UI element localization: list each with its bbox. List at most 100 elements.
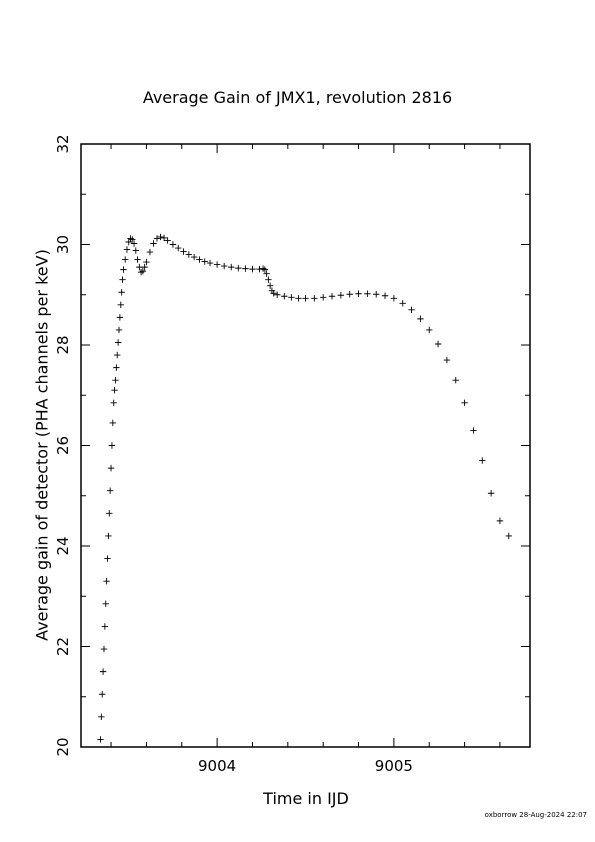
data-point bbox=[111, 387, 118, 394]
data-point bbox=[261, 266, 269, 273]
data-point bbox=[125, 238, 132, 246]
data-point bbox=[175, 244, 182, 252]
y-tick-label: 20 bbox=[54, 737, 72, 756]
plot-frame bbox=[80, 143, 531, 748]
data-point bbox=[270, 290, 277, 297]
data-point bbox=[417, 315, 424, 323]
data-point bbox=[408, 306, 415, 314]
data-point bbox=[364, 290, 371, 297]
data-point bbox=[196, 256, 203, 263]
data-point bbox=[487, 490, 495, 497]
data-point bbox=[311, 295, 318, 302]
data-point bbox=[115, 326, 123, 334]
y-tick-label: 26 bbox=[54, 436, 72, 455]
data-point bbox=[228, 263, 235, 271]
data-point bbox=[129, 236, 136, 243]
y-axis-label: Average gain of detector (PHA channels p… bbox=[32, 249, 52, 641]
data-point bbox=[249, 265, 256, 273]
data-point bbox=[346, 291, 353, 298]
data-point bbox=[153, 235, 161, 242]
data-point bbox=[319, 294, 327, 301]
data-point bbox=[119, 276, 126, 283]
data-point bbox=[242, 265, 249, 272]
data-point bbox=[114, 351, 121, 359]
points-layer bbox=[97, 233, 512, 743]
data-point bbox=[104, 555, 111, 562]
data-point bbox=[180, 248, 187, 255]
data-point bbox=[107, 464, 115, 472]
data-point bbox=[390, 295, 398, 302]
data-point bbox=[190, 253, 198, 261]
data-point bbox=[99, 691, 106, 698]
data-point bbox=[164, 237, 171, 244]
data-point bbox=[157, 233, 164, 241]
data-point bbox=[185, 251, 193, 258]
data-point bbox=[434, 340, 442, 348]
data-point bbox=[169, 241, 177, 248]
data-point bbox=[256, 265, 263, 273]
data-point bbox=[141, 263, 148, 271]
data-point bbox=[139, 267, 147, 275]
data-point bbox=[114, 339, 122, 346]
data-point bbox=[288, 294, 295, 301]
data-point bbox=[265, 276, 272, 283]
data-point bbox=[328, 293, 336, 300]
data-point bbox=[117, 301, 124, 308]
data-point bbox=[106, 487, 114, 494]
data-point bbox=[274, 291, 281, 298]
ticks-layer: 20 22 24 26 28 30 32 9004 9005 bbox=[54, 134, 530, 775]
data-point bbox=[381, 292, 389, 299]
data-point bbox=[373, 291, 380, 298]
data-point bbox=[99, 668, 107, 675]
y-tick-label: 28 bbox=[54, 335, 72, 354]
chart-title: Average Gain of JMX1, revolution 2816 bbox=[142, 88, 453, 107]
data-point bbox=[118, 289, 125, 296]
data-point bbox=[496, 517, 504, 525]
data-point bbox=[160, 234, 168, 242]
data-point bbox=[426, 326, 433, 334]
data-point bbox=[505, 532, 512, 540]
data-point bbox=[143, 258, 150, 266]
data-point bbox=[295, 295, 302, 302]
data-point bbox=[470, 427, 477, 434]
data-point bbox=[103, 577, 110, 585]
data-point bbox=[443, 356, 451, 364]
x-axis-label: Time in IJD bbox=[263, 789, 349, 808]
data-point bbox=[220, 262, 228, 270]
data-point bbox=[266, 282, 274, 289]
data-point bbox=[479, 457, 486, 464]
data-point bbox=[399, 300, 406, 307]
y-tick-label: 24 bbox=[54, 536, 72, 555]
y-tick-label: 30 bbox=[54, 235, 72, 254]
data-point bbox=[206, 259, 214, 267]
data-point bbox=[108, 442, 116, 449]
data-point bbox=[201, 258, 208, 265]
data-point bbox=[102, 600, 109, 607]
y-tick-label: 32 bbox=[54, 134, 72, 153]
data-point bbox=[150, 240, 157, 247]
data-point bbox=[146, 248, 154, 256]
data-point bbox=[100, 645, 108, 653]
x-tick-label: 9005 bbox=[375, 757, 413, 775]
data-point bbox=[106, 510, 113, 517]
data-point bbox=[461, 399, 468, 406]
data-point bbox=[302, 295, 309, 302]
data-point bbox=[130, 240, 138, 247]
data-point bbox=[452, 376, 459, 384]
data-point bbox=[110, 399, 117, 406]
data-point bbox=[263, 270, 270, 277]
credit-text: oxborrow 28-Aug-2024 22:07 bbox=[484, 811, 587, 819]
data-point bbox=[134, 256, 141, 263]
data-point bbox=[337, 292, 345, 299]
data-point bbox=[98, 713, 105, 721]
data-point bbox=[281, 293, 288, 300]
x-tick-label: 9004 bbox=[198, 757, 236, 775]
data-point bbox=[113, 364, 120, 371]
data-point bbox=[137, 268, 145, 276]
data-point bbox=[112, 376, 119, 384]
data-point bbox=[109, 419, 117, 427]
data-point bbox=[123, 246, 131, 253]
data-point bbox=[355, 290, 362, 297]
data-point bbox=[213, 261, 221, 268]
